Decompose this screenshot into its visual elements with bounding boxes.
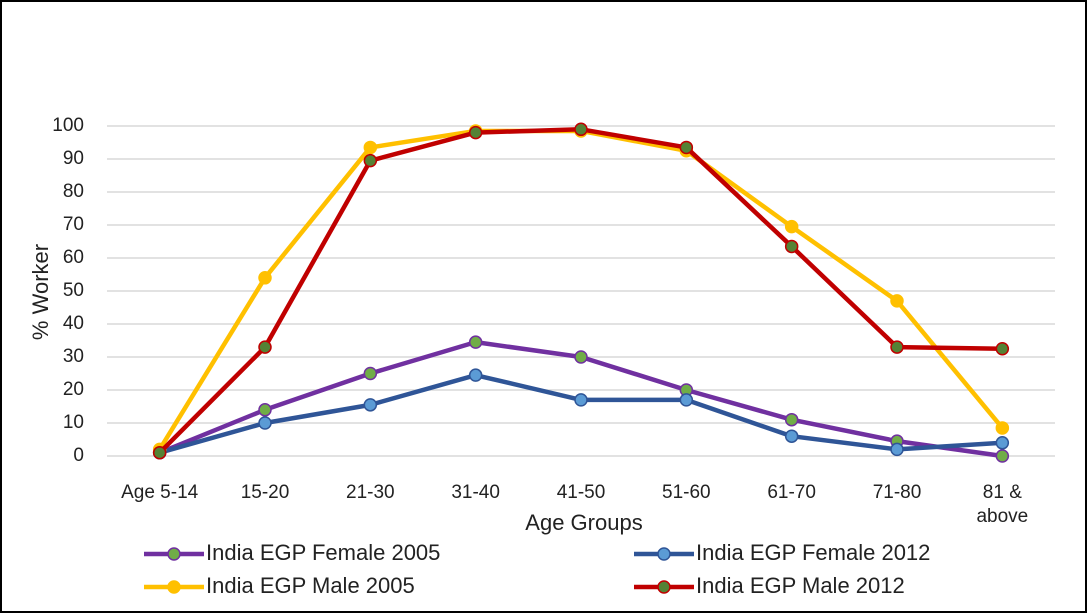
x-tick-label: 81 & above: [976, 482, 1029, 527]
y-tick-label: 40: [63, 313, 84, 334]
y-tick-label: 50: [63, 280, 84, 301]
point-marker: [363, 366, 378, 381]
legend-marker: [167, 547, 181, 561]
point-marker: [890, 442, 904, 457]
point-marker: [890, 340, 904, 354]
point-marker: [258, 403, 272, 417]
series-line: [159, 372, 1003, 455]
x-tick-label: 51-60: [662, 482, 711, 503]
y-axis-label: % Worker: [28, 244, 53, 340]
y-tick-label: 100: [52, 115, 84, 136]
legend-label: India EGP Male 2005: [206, 573, 415, 598]
point-marker: [995, 421, 1010, 435]
point-marker: [468, 125, 483, 140]
point-marker: [784, 239, 799, 254]
legend-marker: [167, 580, 181, 594]
legend-label: India EGP Female 2005: [206, 540, 440, 565]
point-marker: [679, 140, 694, 155]
y-tick-label: 20: [63, 379, 84, 400]
point-marker: [679, 393, 694, 407]
point-marker: [995, 436, 1010, 450]
y-tick-label: 10: [63, 412, 84, 433]
point-marker: [363, 153, 378, 168]
x-tick-label: 15-20: [240, 482, 290, 503]
y-tick-label: 30: [63, 346, 84, 367]
legend-marker: [657, 580, 671, 594]
point-marker: [258, 340, 272, 354]
point-marker: [468, 368, 483, 382]
y-tick-label: 70: [63, 214, 84, 235]
x-tick-label: 41-50: [556, 482, 606, 503]
legend-marker: [657, 547, 671, 561]
point-marker: [890, 294, 904, 308]
legend-label: India EGP Female 2012: [696, 540, 930, 565]
y-tick-label: 60: [63, 247, 84, 268]
legend-label: India EGP Male 2012: [696, 573, 905, 598]
point-marker: [152, 445, 167, 460]
point-marker: [574, 122, 588, 137]
y-tick-label: 90: [63, 148, 84, 169]
point-marker: [574, 350, 588, 364]
point-marker: [258, 271, 272, 285]
point-marker: [995, 449, 1010, 463]
x-tick-label: 31-40: [451, 482, 500, 503]
x-tick-label: Age 5-14: [121, 482, 199, 503]
y-tick-label: 80: [63, 181, 84, 202]
point-marker: [784, 219, 799, 234]
point-marker: [363, 398, 378, 412]
x-axis-label: Age Groups: [525, 510, 642, 535]
point-marker: [784, 429, 799, 443]
point-marker: [468, 335, 483, 349]
x-tick-label: 71-80: [872, 482, 922, 503]
point-marker: [574, 393, 588, 407]
x-tick-label: 21-30: [346, 482, 395, 503]
point-marker: [258, 416, 272, 430]
point-marker: [995, 342, 1010, 356]
point-marker: [363, 140, 378, 155]
x-tick-label: 61-70: [767, 482, 816, 503]
y-tick-label: 0: [73, 445, 84, 466]
point-marker: [784, 412, 799, 427]
